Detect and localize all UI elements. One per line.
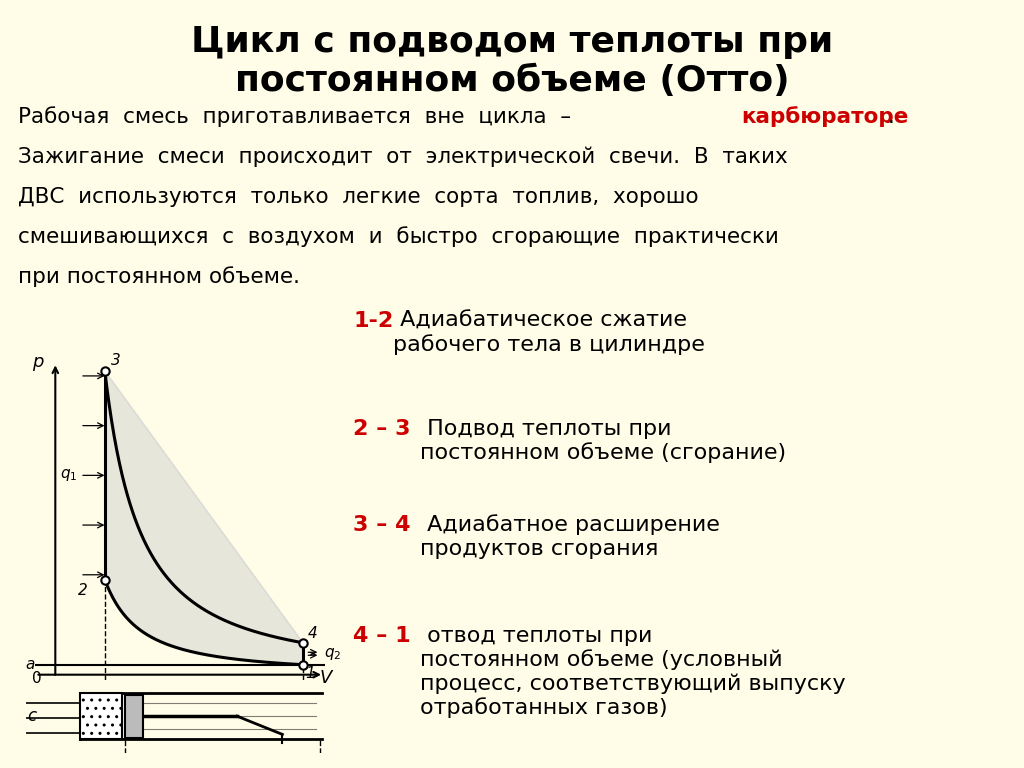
Text: Адиабатное расширение
продуктов сгорания: Адиабатное расширение продуктов сгорания: [420, 515, 720, 558]
Text: 3 – 4: 3 – 4: [353, 515, 411, 535]
Text: Адиабатическое сжатие
рабочего тела в цилиндре: Адиабатическое сжатие рабочего тела в ци…: [393, 311, 706, 356]
Text: 2 – 3: 2 – 3: [353, 419, 411, 439]
Text: 2: 2: [78, 583, 87, 598]
Bar: [125, 694, 143, 738]
Text: $q_1$: $q_1$: [60, 468, 78, 483]
Text: 1-2: 1-2: [353, 311, 393, 331]
Text: $q_2$: $q_2$: [324, 646, 341, 662]
Text: 3: 3: [111, 353, 121, 368]
Text: смешивающихся  с  воздухом  и  быстро  сгорающие  практически: смешивающихся с воздухом и быстро сгораю…: [18, 226, 779, 247]
Text: 1: 1: [305, 666, 315, 681]
Text: 4 – 1: 4 – 1: [353, 626, 411, 646]
Text: .: .: [888, 107, 895, 127]
Text: V: V: [319, 669, 332, 687]
Text: постоянном объеме (Отто): постоянном объеме (Отто): [234, 64, 790, 98]
Text: карбюраторе: карбюраторе: [741, 106, 908, 127]
Text: отвод теплоты при
постоянном объеме (условный
процесс, соответствующий выпуску
о: отвод теплоты при постоянном объеме (усл…: [420, 626, 846, 718]
Text: Подвод теплоты при
постоянном объеме (сгорание): Подвод теплоты при постоянном объеме (сг…: [420, 419, 786, 463]
Polygon shape: [104, 371, 303, 665]
Text: 4: 4: [308, 626, 317, 641]
Text: Зажигание  смеси  происходит  от  электрической  свечи.  В  таких: Зажигание смеси происходит от электричес…: [18, 147, 788, 167]
Text: c: c: [27, 707, 36, 725]
Text: Рабочая  смесь  приготавливается  вне  цикла  –: Рабочая смесь приготавливается вне цикла…: [18, 106, 585, 127]
Text: ДВС  используются  только  легкие  сорта  топлив,  хорошо: ДВС используются только легкие сорта топ…: [18, 187, 699, 207]
Bar: [80, 693, 122, 740]
Text: p: p: [33, 353, 44, 371]
Text: при постоянном объеме.: при постоянном объеме.: [18, 266, 300, 286]
Text: Цикл с подводом теплоты при: Цикл с подводом теплоты при: [190, 25, 834, 59]
Text: 0: 0: [32, 670, 41, 686]
Text: a: a: [26, 657, 35, 672]
